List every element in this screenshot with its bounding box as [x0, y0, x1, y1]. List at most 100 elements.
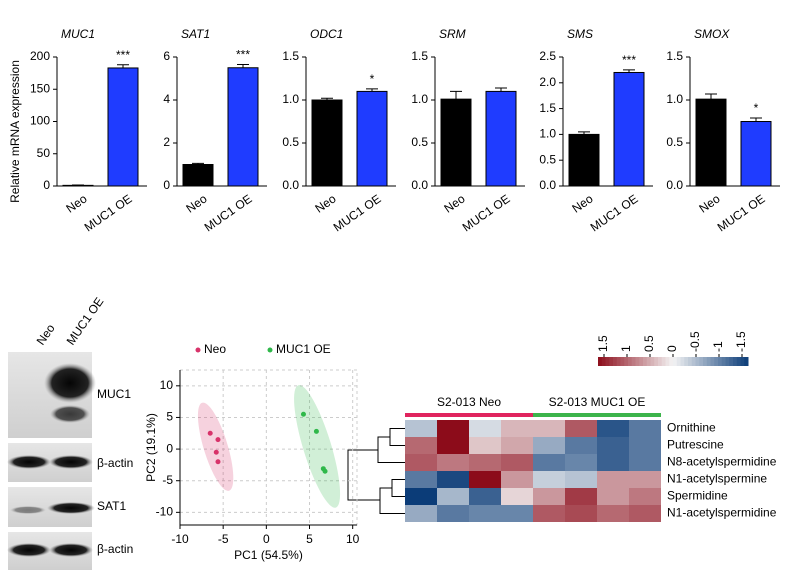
blot-band: [50, 405, 90, 423]
y-axis-label: PC2 (19.1%): [144, 413, 158, 482]
y-tick-label: 6: [163, 49, 170, 63]
chart-title: ODC1: [310, 27, 343, 41]
error-bar: [705, 93, 717, 100]
colorbar-tick-label: 0.5: [642, 335, 656, 352]
colorbar-segment: [643, 357, 648, 366]
colorbar-segment: [684, 357, 689, 366]
colorbar-segment: [733, 357, 738, 366]
y-tick-label: 1.5: [539, 101, 556, 115]
heatmap-cell: [501, 420, 533, 437]
significance: ***: [622, 53, 636, 67]
heatmap-cell: [437, 437, 469, 454]
heatmap-cell: [597, 471, 629, 488]
x-tick-label: Neo: [312, 191, 338, 215]
colorbar-segment: [688, 357, 693, 366]
y-tick-label: 0.0: [666, 178, 683, 192]
y-tick-label: -10: [156, 505, 174, 519]
x-tick-label: MUC1 OE: [202, 192, 255, 235]
colorbar-segment: [616, 357, 621, 366]
heatmap-cell: [437, 505, 469, 522]
group-bar: [405, 413, 533, 417]
error-bar: [237, 64, 249, 68]
heatmap-cell: [565, 471, 597, 488]
colorbar-segment: [718, 357, 723, 366]
blot-row-label: SAT1: [97, 499, 126, 513]
heatmap-cell: [437, 471, 469, 488]
y-tick-label: 2.5: [539, 49, 556, 63]
y-tick-label: 0.5: [411, 135, 428, 149]
heatmap-cell: [469, 420, 501, 437]
point: [313, 428, 319, 434]
chart-title: SRM: [439, 27, 466, 41]
colorbar-tick-label: 1: [619, 345, 633, 352]
x-tick-label: -10: [171, 532, 189, 546]
colorbar-segment: [710, 357, 715, 366]
bar: [440, 98, 472, 187]
colorbar-segment: [598, 357, 603, 366]
colorbar-segment: [605, 357, 610, 366]
group-label: S2-013 MUC1 OE: [549, 395, 646, 409]
heatmap-cell: [597, 505, 629, 522]
group-label: S2-013 Neo: [437, 395, 501, 409]
heatmap-cell: [629, 420, 661, 437]
heatmap-cell: [597, 454, 629, 471]
x-tick-label: Neo: [63, 191, 89, 215]
blot-band: [10, 506, 46, 514]
bar: [311, 99, 343, 187]
error-bar: [366, 88, 378, 92]
colorbar-segment: [669, 357, 674, 366]
x-tick-label: MUC1 OE: [588, 192, 641, 235]
heatmap-cell: [437, 420, 469, 437]
colorbar-segment: [740, 357, 745, 366]
confidence-ellipse: [294, 385, 341, 508]
heatmap-cell: [405, 471, 437, 488]
y-axis-label: Relative mRNA expression: [8, 60, 22, 203]
legend-marker: [195, 347, 201, 353]
legend-label: Neo: [204, 342, 226, 356]
chart-title: SAT1: [181, 27, 210, 41]
y-tick-label: 1.0: [666, 92, 683, 106]
blot-band: [49, 455, 93, 469]
heatmap-cell: [405, 454, 437, 471]
heatmap-cell: [565, 437, 597, 454]
heatmap-cell: [501, 505, 533, 522]
y-tick-label: -5: [162, 473, 173, 487]
error-bar: [450, 90, 462, 100]
colorbar-segment: [601, 357, 606, 366]
y-tick-label: 2.0: [539, 75, 556, 89]
heatmap-cell: [597, 420, 629, 437]
colorbar-segment: [650, 357, 655, 366]
heatmap-cell: [565, 420, 597, 437]
row-label: Ornithine: [667, 421, 716, 435]
colorbar-segment: [725, 357, 730, 366]
heatmap-cell: [629, 505, 661, 522]
heatmap-cell: [629, 471, 661, 488]
x-tick-label: Neo: [441, 191, 467, 215]
y-tick-label: 1.0: [539, 127, 556, 141]
x-tick-label: 5: [306, 532, 313, 546]
y-tick-label: 50: [37, 146, 51, 160]
bar: [695, 98, 727, 187]
colorbar-segment: [631, 357, 636, 366]
error-bar: [623, 69, 635, 73]
group-bar: [533, 413, 661, 417]
colorbar-segment: [628, 357, 633, 366]
significance: *: [370, 72, 375, 86]
colorbar-tick-label: 1.5: [596, 335, 610, 352]
heatmap-cell: [533, 420, 565, 437]
y-tick-label: 0: [163, 178, 170, 192]
y-tick-label: 1.0: [282, 92, 299, 106]
colorbar-segment: [676, 357, 681, 366]
heatmap-cell: [469, 454, 501, 471]
heatmap-cell: [629, 488, 661, 505]
heatmap-cell: [501, 454, 533, 471]
colorbar-segment: [658, 357, 663, 366]
heatmap-cell: [533, 488, 565, 505]
blot-band: [49, 543, 93, 557]
error-bar: [750, 117, 762, 122]
heatmap-cell: [565, 454, 597, 471]
heatmap-cell: [405, 420, 437, 437]
error-bar: [192, 162, 204, 165]
heatmap-cell: [405, 488, 437, 505]
x-tick-label: 0: [263, 532, 270, 546]
